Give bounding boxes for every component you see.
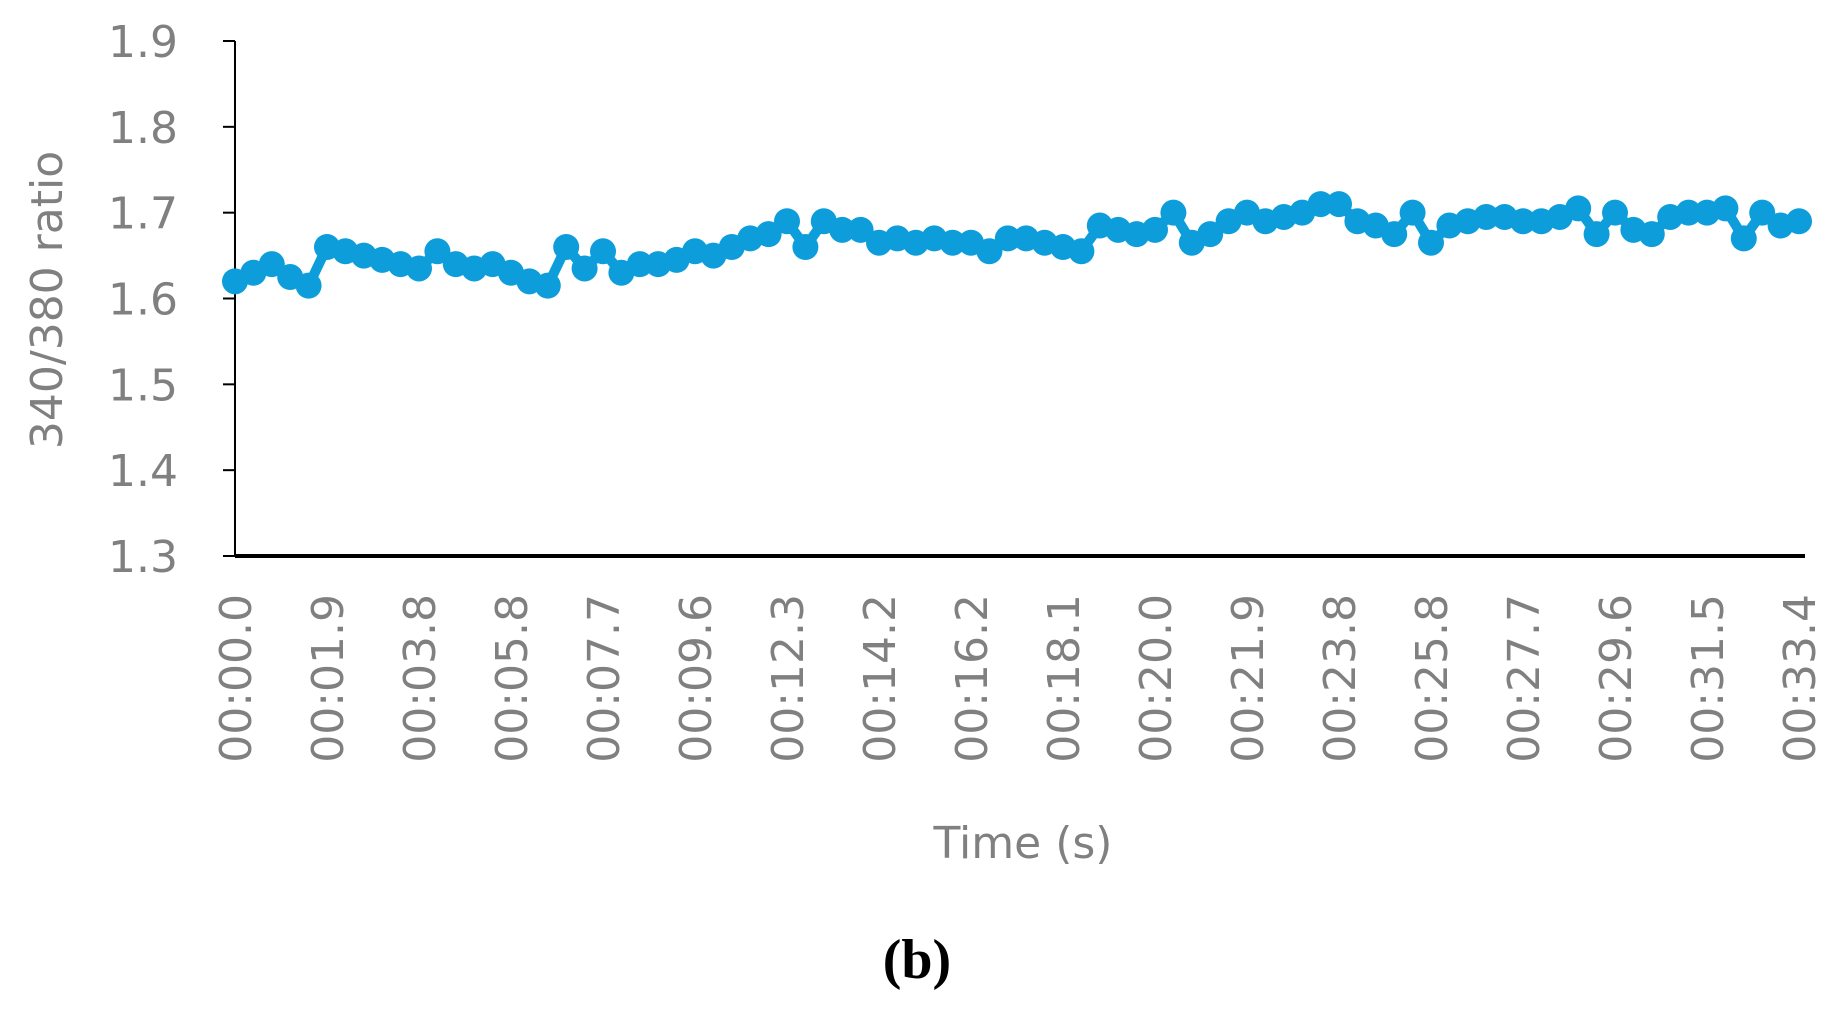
x-tick-label: 00:23.8 (1315, 594, 1366, 763)
x-tick-label: 00:03.8 (395, 594, 446, 763)
y-tick-label: 1.3 (108, 532, 178, 583)
marker (994, 225, 1021, 252)
x-tick-label: 00:18.1 (1039, 594, 1090, 763)
marker (553, 234, 580, 260)
marker (1786, 208, 1812, 235)
caption: (b) (883, 929, 951, 991)
marker (829, 216, 856, 243)
x-tick-label: 00:05.8 (487, 594, 538, 763)
marker (939, 229, 966, 256)
marker (295, 272, 322, 299)
x-axis-title: Time (s) (933, 818, 1113, 869)
x-tick-label: 00:07.7 (579, 594, 630, 763)
marker (1381, 221, 1408, 248)
marker (1473, 203, 1500, 230)
x-tick-label: 00:16.2 (947, 594, 998, 763)
y-tick-label: 1.8 (108, 103, 178, 154)
x-tick-label: 00:14.2 (855, 594, 906, 763)
marker (571, 255, 598, 282)
marker (1197, 221, 1224, 248)
marker (1399, 199, 1426, 226)
marker (1142, 216, 1168, 243)
marker (755, 221, 782, 248)
x-tick-label: 00:12.3 (763, 594, 814, 763)
y-tick-label: 1.6 (108, 275, 178, 326)
x-tick-label: 00:25.8 (1407, 594, 1458, 763)
marker (1160, 199, 1187, 226)
marker (1675, 199, 1702, 226)
y-tick-label: 1.7 (108, 189, 178, 240)
marker (847, 216, 874, 243)
x-tick-label: 00:21.9 (1223, 594, 1274, 763)
marker (1326, 191, 1352, 218)
y-tick-label: 1.4 (108, 446, 178, 497)
x-tick-label: 00:29.6 (1591, 594, 1642, 763)
marker (774, 208, 800, 235)
x-tick-label: 00:00.0 (211, 594, 262, 763)
x-tick-label: 00:01.9 (303, 594, 354, 763)
marker (1068, 238, 1095, 265)
x-tick-label: 00:27.7 (1499, 594, 1550, 763)
marker (1307, 191, 1334, 218)
marker (626, 251, 653, 278)
marker (590, 238, 616, 265)
marker (1712, 195, 1739, 222)
x-tick-label: 00:31.5 (1683, 594, 1734, 763)
marker (406, 255, 432, 282)
marker (1638, 221, 1665, 248)
y-tick-label: 1.5 (108, 360, 178, 411)
x-tick-label: 00:09.6 (671, 594, 722, 763)
x-tick-label: 00:33.4 (1775, 594, 1826, 763)
marker (1749, 199, 1776, 226)
marker (1583, 221, 1610, 248)
y-tick-label: 1.9 (108, 17, 178, 68)
marker (1565, 195, 1592, 222)
marker (1510, 208, 1536, 235)
marker (258, 251, 285, 278)
marker (1602, 199, 1628, 226)
marker (976, 238, 1003, 265)
marker (1418, 229, 1444, 256)
marker (424, 238, 451, 265)
marker (792, 234, 819, 260)
x-tick-label: 00:20.0 (1131, 594, 1182, 763)
marker (1730, 225, 1757, 252)
marker (534, 272, 561, 299)
y-axis-title: 340/380 ratio (22, 151, 73, 449)
